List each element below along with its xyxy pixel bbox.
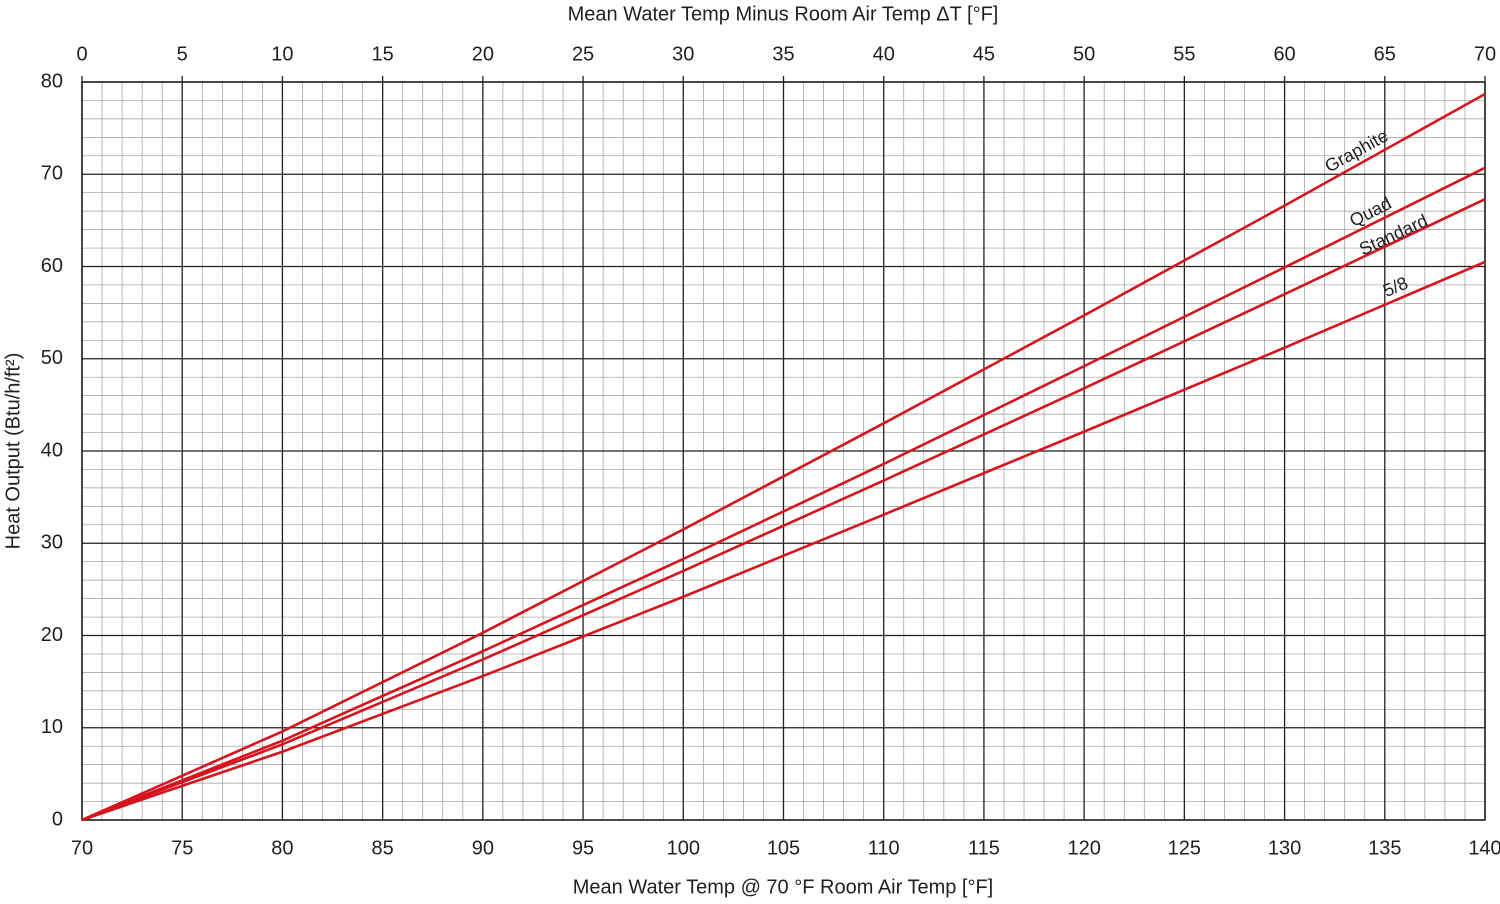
x2-tick-label: 35 bbox=[772, 43, 794, 65]
x2-tick-label: 30 bbox=[672, 43, 694, 65]
y-tick-label: 10 bbox=[41, 716, 63, 738]
series-line bbox=[81, 92, 1486, 822]
x2-tick-label: 65 bbox=[1374, 43, 1396, 65]
x2-tick-label: 5 bbox=[177, 43, 188, 65]
x2-tick-label: 15 bbox=[372, 43, 394, 65]
x2-tick-label: 45 bbox=[973, 43, 995, 65]
plot-frame bbox=[81, 81, 1486, 821]
x-tick-label: 140 bbox=[1468, 837, 1500, 859]
x-tick-label: 120 bbox=[1067, 837, 1100, 859]
x-tick-label: 95 bbox=[572, 837, 594, 859]
x-tick-label: 85 bbox=[372, 837, 394, 859]
x-tick-label: 90 bbox=[472, 837, 494, 859]
major-grid bbox=[81, 76, 1486, 821]
y-tick-label: 70 bbox=[41, 163, 63, 185]
x2-tick-label: 55 bbox=[1173, 43, 1195, 65]
x2-tick-label: 40 bbox=[873, 43, 895, 65]
y-tick-label: 80 bbox=[41, 70, 63, 92]
x2-tick-label: 50 bbox=[1073, 43, 1095, 65]
x-tick-label: 105 bbox=[767, 837, 800, 859]
x-tick-label: 130 bbox=[1268, 837, 1301, 859]
y-axis-label: Heat Output (Btu/h/ft²) bbox=[2, 353, 24, 550]
x2-tick-label: 70 bbox=[1474, 43, 1496, 65]
y-tick-label: 60 bbox=[41, 255, 63, 277]
x-tick-label: 135 bbox=[1368, 837, 1401, 859]
x-tick-label: 125 bbox=[1168, 837, 1201, 859]
series-lines bbox=[81, 92, 1486, 822]
x2-tick-label: 25 bbox=[572, 43, 594, 65]
x2-tick-label: 60 bbox=[1273, 43, 1295, 65]
x-tick-label: 80 bbox=[271, 837, 293, 859]
y-tick-label: 0 bbox=[52, 808, 63, 830]
series-line bbox=[81, 166, 1486, 822]
x-tick-label: 115 bbox=[968, 837, 1000, 859]
x-tick-label: 75 bbox=[171, 837, 193, 859]
x-tick-label: 110 bbox=[868, 837, 900, 859]
y-tick-label: 40 bbox=[41, 439, 63, 461]
x-tick-label: 100 bbox=[667, 837, 700, 859]
x2-tick-label: 0 bbox=[76, 43, 87, 65]
x2-axis-label: Mean Water Temp Minus Room Air Temp ΔT [… bbox=[568, 3, 999, 25]
x2-tick-label: 20 bbox=[472, 43, 494, 65]
x-axis-label: Mean Water Temp @ 70 °F Room Air Temp [°… bbox=[573, 876, 994, 898]
y-tick-label: 30 bbox=[41, 532, 63, 554]
x2-tick-label: 10 bbox=[271, 43, 293, 65]
series-line bbox=[81, 260, 1486, 822]
y-tick-label: 50 bbox=[41, 347, 63, 369]
y-tick-label: 20 bbox=[41, 624, 63, 646]
x-tick-label: 70 bbox=[71, 837, 93, 859]
series-line bbox=[81, 197, 1486, 822]
